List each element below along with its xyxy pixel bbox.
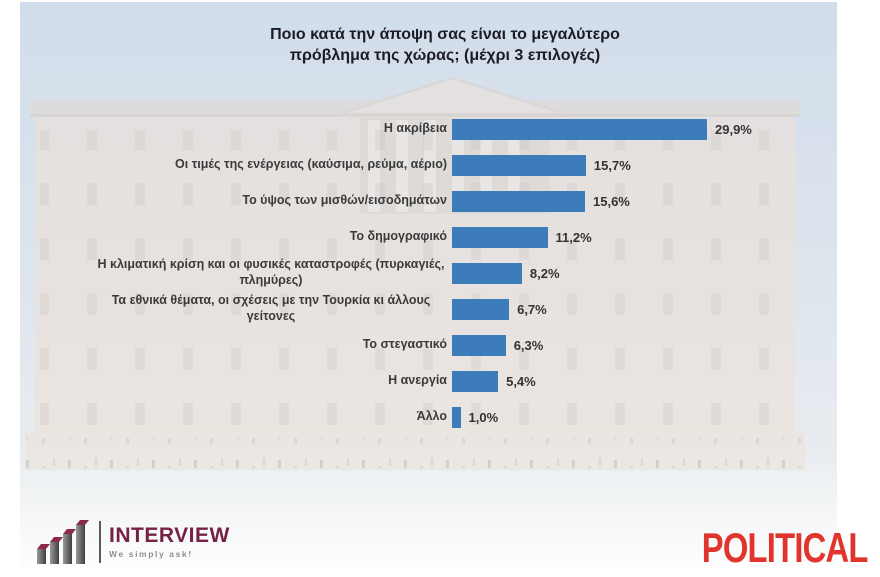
bar: [452, 370, 499, 392]
bar-area: 15,7%: [452, 154, 631, 176]
chart-title-line-2: πρόβλημα της χώρας; (μέχρι 3 επιλογές): [289, 47, 601, 65]
bar-area: 11,2%: [452, 226, 592, 248]
bar-area: 8,2%: [452, 262, 560, 284]
bar: [452, 262, 522, 284]
bar: [452, 154, 586, 176]
chart-row: Το στεγαστικό 6,3%: [95, 327, 752, 363]
bar: [452, 334, 506, 356]
value-label: 6,3%: [513, 337, 544, 353]
bar-area: 5,4%: [452, 370, 536, 392]
chart-row: Η ανεργία 5,4%: [95, 363, 752, 399]
value-label: 11,2%: [555, 229, 592, 245]
interview-tagline: We simply ask!: [109, 549, 193, 559]
category-label-text: Η ακρίβεια: [383, 121, 447, 136]
bar-chart: Η ακρίβεια 29,9% Οι τιμές της ενέργειας (κ…: [95, 111, 752, 435]
category-label-text: Οι τιμές της ενέργειας (καύσιμα, ρεύμα, …: [175, 157, 447, 172]
category-label: Οι τιμές της ενέργειας (καύσιμα, ρεύμα, …: [95, 157, 447, 173]
chart-title: Ποιο κατά την άποψη σας είναι το μεγαλύτ…: [35, 24, 855, 66]
category-label: Το στεγαστικό: [95, 337, 447, 353]
bar-area: 6,3%: [452, 334, 544, 356]
interview-bars-icon-svg: [37, 520, 89, 564]
category-label: Το δημογραφικό: [95, 229, 447, 245]
interview-logo: INTERVIEW We simply ask!: [33, 517, 230, 567]
category-label: Η ακρίβεια: [95, 121, 447, 137]
political-logo: POLITICAL: [702, 524, 869, 571]
chart-row: Το ύψος των μισθών/εισοδημάτων 15,6%: [95, 183, 752, 219]
category-label-text: Η κλιματική κρίση και οι φυσικές καταστρ…: [97, 257, 445, 287]
value-label: 15,7%: [593, 157, 631, 173]
bar: [452, 118, 707, 140]
chart-row: Άλλο 1,0%: [95, 399, 752, 435]
category-label-text: Το δημογραφικό: [349, 229, 447, 244]
category-label: Το ύψος των μισθών/εισοδημάτων: [95, 193, 447, 209]
chart-row: Η κλιματική κρίση και οι φυσικές καταστρ…: [95, 255, 752, 291]
bar: [452, 226, 548, 248]
value-label: 29,9%: [715, 121, 752, 137]
interview-logo-divider: [99, 521, 101, 563]
value-label: 8,2%: [529, 265, 560, 281]
chart-row: Η ακρίβεια 29,9%: [95, 111, 752, 147]
value-label: 6,7%: [517, 301, 547, 317]
bar: [452, 298, 510, 320]
category-label-text: Το ύψος των μισθών/εισοδημάτων: [242, 193, 447, 208]
bar: [452, 190, 585, 212]
category-label-text: Τα εθνικά θέματα, οι σχέσεις με την Τουρ…: [111, 293, 431, 323]
interview-brand-text: INTERVIEW: [109, 524, 230, 547]
bar-area: 15,6%: [452, 190, 630, 212]
value-label: 15,6%: [593, 193, 630, 209]
category-label: Άλλο: [95, 409, 447, 425]
category-label: Τα εθνικά θέματα, οι σχέσεις με την Τουρ…: [95, 293, 447, 324]
chart-title-line-1: Ποιο κατά την άποψη σας είναι το μεγαλύτ…: [270, 26, 620, 43]
value-label: 1,0%: [468, 409, 499, 425]
category-label-text: Η ανεργία: [388, 373, 447, 388]
chart-row: Οι τιμές της ενέργειας (καύσιμα, ρεύμα, …: [95, 147, 752, 183]
bar-area: 1,0%: [452, 406, 499, 428]
bar-area: 29,9%: [452, 118, 752, 140]
interview-logo-text: INTERVIEW We simply ask!: [109, 525, 230, 559]
category-label-text: Άλλο: [416, 409, 447, 424]
category-label: Η κλιματική κρίση και οι φυσικές καταστρ…: [95, 257, 447, 288]
chart-row: Τα εθνικά θέματα, οι σχέσεις με την Τουρ…: [95, 291, 752, 327]
bar: [452, 406, 461, 428]
interview-bars-icon: [33, 518, 91, 566]
category-label: Η ανεργία: [95, 373, 447, 389]
value-label: 5,4%: [506, 373, 536, 389]
bar-area: 6,7%: [452, 298, 547, 320]
chart-row: Το δημογραφικό 11,2%: [95, 219, 752, 255]
category-label-text: Το στεγαστικό: [362, 337, 447, 352]
